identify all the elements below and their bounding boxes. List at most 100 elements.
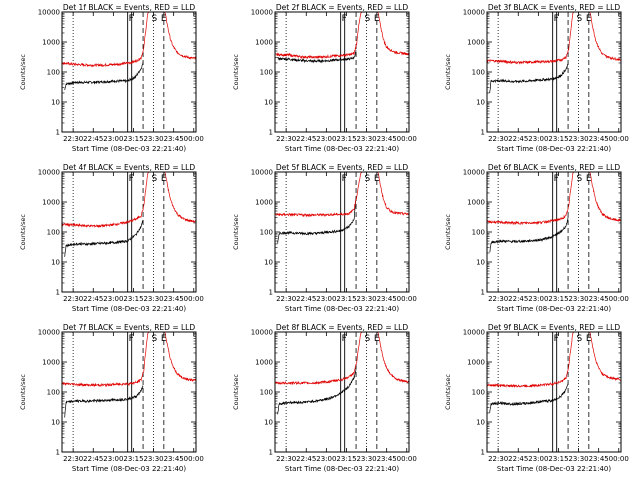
detector-panel: Det 7f BLACK = Events, RED = LLD Counts/s… xyxy=(19,323,204,473)
lld-series-line xyxy=(487,12,621,65)
y-tick-label: 10000 xyxy=(251,9,273,17)
y-tick-label: 1 xyxy=(56,289,60,297)
panel-frame xyxy=(274,171,410,293)
x-axis-label: Start Time (08-Dec-03 22:21:40) xyxy=(72,145,186,153)
x-tick-label: 22:30 xyxy=(63,455,83,463)
y-tick-label: 10000 xyxy=(463,169,485,177)
panel-title: Det 7f BLACK = Events, RED = LLD xyxy=(63,323,196,332)
y-tick-label: 1 xyxy=(269,289,273,297)
panel-frame xyxy=(61,331,197,453)
events-series-line xyxy=(489,216,569,253)
plot-area xyxy=(62,12,196,132)
x-axis-label: Start Time (08-Dec-03 22:21:40) xyxy=(72,465,186,473)
x-tick-label: 23:45 xyxy=(589,295,609,303)
y-tick-label: 10000 xyxy=(38,9,60,17)
x-tick-label: 23:45 xyxy=(377,455,397,463)
x-tick-label: 23:45 xyxy=(377,135,397,143)
panel-title: Det 2f BLACK = Events, RED = LLD xyxy=(276,3,409,12)
x-axis-label: Start Time (08-Dec-03 22:21:40) xyxy=(285,305,399,313)
x-tick-label: 00:00 xyxy=(609,135,629,143)
x-tick-label: 00:00 xyxy=(397,295,417,303)
x-tick-label: 22:30 xyxy=(488,295,508,303)
detector-panel: Det 4f BLACK = Events, RED = LLD Counts/s… xyxy=(19,163,204,313)
plot-area xyxy=(62,172,196,292)
detector-panel: Det 2f BLACK = Events, RED = LLD Counts/s… xyxy=(232,3,417,153)
events-series-line xyxy=(64,62,144,91)
y-tick-label: 10 xyxy=(476,419,485,427)
x-tick-label: 00:00 xyxy=(609,295,629,303)
marker-label: E xyxy=(586,174,592,184)
y-tick-label: 10 xyxy=(51,259,60,267)
y-tick-label: 100 xyxy=(260,229,273,237)
marker-label: E xyxy=(586,334,592,344)
y-tick-label: 10 xyxy=(476,99,485,107)
x-tick-label: 23:00 xyxy=(528,135,548,143)
y-axis-label: Counts/sec xyxy=(19,54,27,90)
y-tick-label: 1 xyxy=(481,129,485,137)
events-series-line xyxy=(489,383,569,413)
x-tick-label: 23:00 xyxy=(103,135,123,143)
marker-label: F xyxy=(554,174,559,184)
y-tick-label: 1 xyxy=(481,449,485,457)
marker-label: S xyxy=(576,334,582,344)
lld-series-line xyxy=(487,332,621,389)
marker-label: E xyxy=(374,334,380,344)
panel-frame xyxy=(61,11,197,133)
x-tick-label: 23:00 xyxy=(528,295,548,303)
y-tick-label: 10 xyxy=(264,419,273,427)
y-tick-label: 1000 xyxy=(467,199,485,207)
x-tick-label: 22:30 xyxy=(276,135,296,143)
y-axis-label: Counts/sec xyxy=(444,54,452,90)
x-tick-label: 23:30 xyxy=(568,295,588,303)
y-tick-label: 10000 xyxy=(463,9,485,17)
x-tick-label: 23:30 xyxy=(568,135,588,143)
y-tick-label: 1000 xyxy=(467,359,485,367)
x-tick-label: 23:00 xyxy=(316,295,336,303)
plot-area xyxy=(275,12,409,132)
detector-panel: Det 8f BLACK = Events, RED = LLD Counts/s… xyxy=(232,323,417,473)
marker-label: S xyxy=(576,14,582,24)
marker-label: E xyxy=(374,14,380,24)
plot-area xyxy=(62,332,196,452)
y-axis-label: Counts/sec xyxy=(232,374,240,410)
x-tick-label: 00:00 xyxy=(184,455,204,463)
x-tick-label: 23:30 xyxy=(356,455,376,463)
marker-label: S xyxy=(576,174,582,184)
x-tick-label: 22:30 xyxy=(488,135,508,143)
x-tick-label: 23:15 xyxy=(548,455,568,463)
events-series-line xyxy=(277,367,357,415)
panel-frame xyxy=(486,171,622,293)
marker-label: F xyxy=(342,334,347,344)
detector-panel: Det 9f BLACK = Events, RED = LLD Counts/s… xyxy=(444,323,629,473)
y-tick-label: 1 xyxy=(56,449,60,457)
x-tick-label: 23:00 xyxy=(316,455,336,463)
y-axis-label: Counts/sec xyxy=(232,54,240,90)
y-tick-label: 1 xyxy=(56,129,60,137)
x-axis-label: Start Time (08-Dec-03 22:21:40) xyxy=(497,305,611,313)
marker-label: S xyxy=(364,334,370,344)
y-tick-label: 1 xyxy=(269,129,273,137)
y-tick-label: 10000 xyxy=(38,169,60,177)
x-tick-label: 23:15 xyxy=(123,455,143,463)
x-tick-label: 23:00 xyxy=(103,455,123,463)
panel-frame xyxy=(486,331,622,453)
y-tick-label: 1 xyxy=(269,449,273,457)
lld-series-line xyxy=(275,12,409,60)
x-axis-label: Start Time (08-Dec-03 22:21:40) xyxy=(285,465,399,473)
marker-label: S xyxy=(151,334,157,344)
y-axis-label: Counts/sec xyxy=(19,214,27,250)
y-tick-label: 10 xyxy=(51,419,60,427)
x-axis-label: Start Time (08-Dec-03 22:21:40) xyxy=(285,145,399,153)
events-series-line xyxy=(64,385,144,418)
lld-series-line xyxy=(487,172,621,226)
x-tick-label: 23:15 xyxy=(336,455,356,463)
y-tick-label: 100 xyxy=(472,389,485,397)
lld-series-line xyxy=(62,172,196,229)
y-tick-label: 10 xyxy=(476,259,485,267)
x-tick-label: 23:00 xyxy=(103,295,123,303)
y-tick-label: 100 xyxy=(47,69,60,77)
plot-area xyxy=(487,12,621,132)
panel-title: Det 3f BLACK = Events, RED = LLD xyxy=(488,3,621,12)
x-tick-label: 23:15 xyxy=(548,135,568,143)
marker-label: E xyxy=(161,14,167,24)
